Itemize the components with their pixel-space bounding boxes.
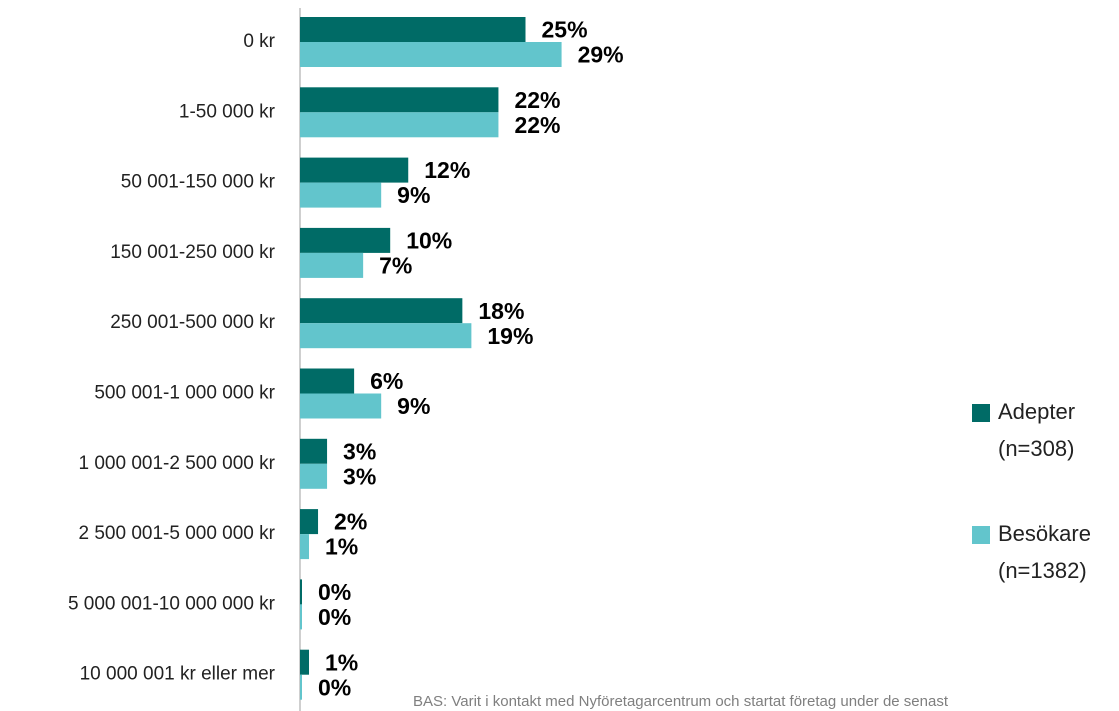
bar: [300, 393, 382, 419]
data-label: 0%: [318, 579, 351, 605]
bar: [300, 368, 355, 394]
bar: [300, 649, 310, 675]
bar: [300, 87, 499, 113]
y-tick-label: 0 kr: [243, 31, 275, 52]
bar: [300, 298, 463, 324]
y-tick-label: 250 001-500 000 kr: [110, 312, 275, 333]
y-tick-label: 50 001-150 000 kr: [121, 172, 276, 193]
footnote: BAS: Varit i kontakt med Nyföretagarcent…: [413, 693, 949, 710]
bar: [300, 674, 302, 700]
data-label: 18%: [478, 298, 524, 324]
legend-label: Besökare (n=1382): [998, 521, 1091, 583]
bar: [300, 182, 382, 208]
data-label: 9%: [397, 393, 430, 419]
legend-label: Adepter (n=308): [998, 399, 1075, 461]
bar: [300, 323, 472, 349]
bar: [300, 42, 562, 67]
bar: [300, 604, 302, 630]
legend-swatch: [972, 526, 990, 544]
data-label: 29%: [578, 42, 624, 68]
bar: [300, 438, 328, 464]
data-label: 1%: [325, 649, 358, 675]
bar: [300, 157, 409, 183]
bar: [300, 252, 364, 278]
data-label: 3%: [343, 438, 376, 464]
y-tick-label: 500 001-1 000 000 kr: [94, 383, 275, 404]
y-tick-label: 2 500 001-5 000 000 kr: [79, 523, 276, 544]
data-label: 10%: [406, 227, 452, 253]
bar: [300, 112, 499, 138]
data-label: 22%: [514, 112, 560, 138]
legend-swatch: [972, 404, 990, 422]
data-label: 2%: [334, 509, 367, 535]
y-tick-label: 150 001-250 000 kr: [110, 242, 275, 263]
bar: [300, 534, 310, 560]
y-tick-label: 10 000 001 kr eller mer: [80, 664, 276, 685]
bar: [300, 463, 328, 489]
bar: [300, 579, 302, 605]
data-label: 19%: [487, 323, 533, 349]
y-tick-label: 1-50 000 kr: [179, 101, 276, 122]
bar: [300, 17, 526, 42]
data-label: 12%: [424, 157, 470, 183]
data-label: 7%: [379, 252, 412, 278]
data-label: 1%: [325, 534, 358, 560]
data-label: 6%: [370, 368, 403, 394]
data-label: 0%: [318, 674, 351, 700]
y-tick-label: 5 000 001-10 000 000 kr: [68, 593, 276, 614]
data-label: 0%: [318, 604, 351, 630]
y-tick-label: 1 000 001-2 500 000 kr: [79, 453, 276, 474]
bar: [300, 227, 391, 253]
bar: [300, 509, 319, 535]
data-label: 25%: [542, 17, 588, 43]
data-label: 9%: [397, 182, 430, 208]
data-label: 3%: [343, 463, 376, 489]
data-label: 22%: [514, 87, 560, 113]
